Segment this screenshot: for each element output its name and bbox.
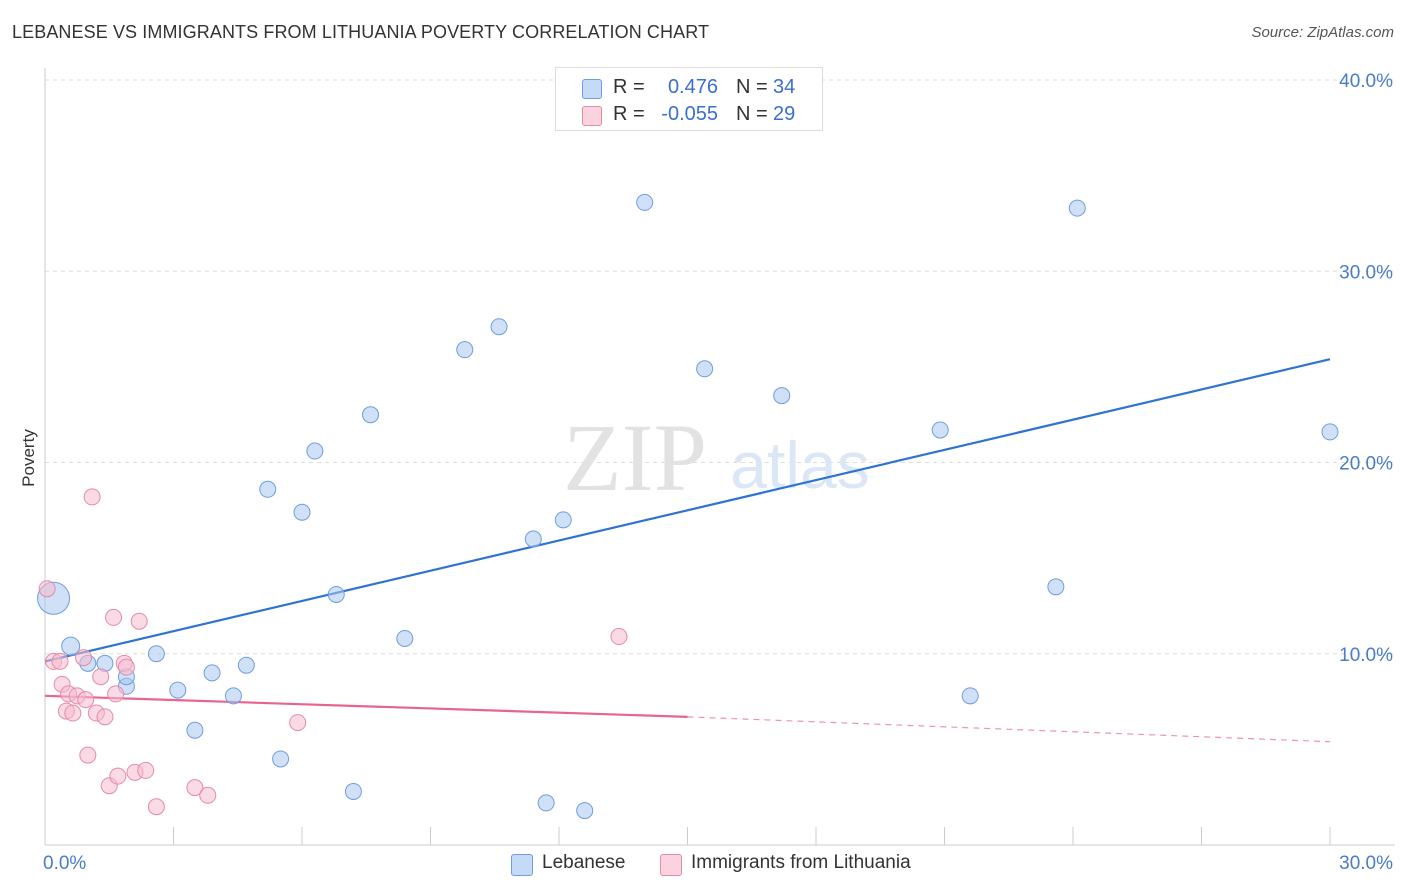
trendline-lithuania-extension [687, 716, 1331, 743]
data-point [75, 649, 93, 667]
y-tick-label: 10.0% [1339, 645, 1393, 666]
data-point [83, 488, 101, 506]
data-point [169, 681, 187, 699]
data-point [237, 656, 255, 674]
data-point [107, 685, 125, 703]
data-point [92, 668, 110, 686]
data-point [109, 767, 127, 785]
data-point [61, 636, 81, 656]
legend-row-lebanese: R = 0.476 N = 34 [556, 75, 822, 101]
gridlines [45, 79, 1395, 655]
legend-r-label: R = [613, 76, 645, 98]
y-axis-title: Poverty [19, 429, 38, 487]
legend-n-label: N = [736, 76, 768, 98]
x-tick-label: 0.0% [43, 853, 86, 874]
x-tick-label: 30.0% [1339, 853, 1393, 874]
data-point [105, 608, 123, 626]
y-tick-labels: 10.0% 20.0% 30.0% 40.0% [1339, 71, 1393, 666]
legend-row-lithuania: R = -0.055 N = 29 [556, 102, 822, 128]
y-tick-label: 20.0% [1339, 454, 1393, 475]
data-point [344, 782, 362, 800]
data-point [96, 708, 114, 726]
data-point [773, 387, 791, 405]
trendline-lebanese [44, 358, 1331, 663]
legend-r-value: 0.476 [667, 76, 718, 98]
data-point [259, 480, 277, 498]
trendline-lithuania [44, 694, 688, 718]
data-point [931, 421, 949, 439]
legend-swatch-lithuania [582, 106, 602, 126]
data-point [137, 761, 155, 779]
data-point [1068, 199, 1086, 217]
stats-legend: R = 0.476 N = 34 R = -0.055 N = 29 [555, 67, 823, 131]
y-tick-label: 40.0% [1339, 71, 1393, 92]
data-point [147, 645, 165, 663]
legend-r-label: R = [613, 103, 645, 125]
data-point [961, 687, 979, 705]
data-point [524, 530, 542, 548]
bottom-legend-label: Immigrants from Lithuania [691, 852, 911, 873]
legend-swatch-lebanese [582, 79, 602, 99]
data-point [293, 503, 311, 521]
data-point [456, 341, 474, 359]
data-point [77, 691, 95, 709]
data-point [537, 794, 555, 812]
data-point [147, 798, 165, 816]
axes [44, 68, 1395, 846]
data-point [1047, 578, 1065, 596]
data-point [186, 779, 204, 797]
data-point [327, 585, 345, 603]
data-point [490, 318, 508, 336]
trendlines [44, 358, 1331, 743]
x-tick-labels: 0.0% 30.0% [43, 853, 1393, 874]
data-point [79, 746, 97, 764]
legend-n-label: N = [736, 103, 768, 125]
data-point [64, 704, 82, 722]
data-point [554, 511, 572, 529]
data-points [37, 193, 1339, 820]
data-point [199, 786, 217, 804]
data-point [51, 652, 69, 670]
data-point [203, 664, 221, 682]
bottom-swatch-lithuania [660, 854, 682, 876]
data-point [224, 687, 242, 705]
data-point [117, 658, 135, 676]
data-point [38, 580, 56, 598]
data-point [186, 721, 204, 739]
watermark-atlas: atlas [730, 428, 869, 502]
y-tick-label: 30.0% [1339, 262, 1393, 283]
chart-title: LEBANESE VS IMMIGRANTS FROM LITHUANIA PO… [12, 22, 710, 42]
watermark: ZIP atlas [563, 404, 870, 511]
bottom-legend-label: Lebanese [542, 852, 626, 873]
data-point [130, 612, 148, 630]
data-point [636, 193, 654, 211]
data-point [610, 628, 628, 646]
legend-r-value: -0.055 [661, 103, 718, 125]
data-point [362, 406, 380, 424]
data-point [289, 714, 307, 732]
legend-n-value: 34 [773, 76, 796, 98]
watermark-zip: ZIP [563, 404, 707, 511]
series-lithuania [38, 488, 628, 816]
data-point [272, 750, 290, 768]
bottom-swatch-lebanese [511, 854, 533, 876]
data-point [696, 360, 714, 378]
legend-n-value: 29 [773, 103, 796, 125]
chart-source: Source: ZipAtlas.com [1251, 24, 1394, 41]
data-point [1321, 423, 1339, 441]
data-point [396, 629, 414, 647]
data-point [306, 442, 324, 460]
data-point [576, 802, 594, 820]
series-lebanese [37, 193, 1339, 820]
